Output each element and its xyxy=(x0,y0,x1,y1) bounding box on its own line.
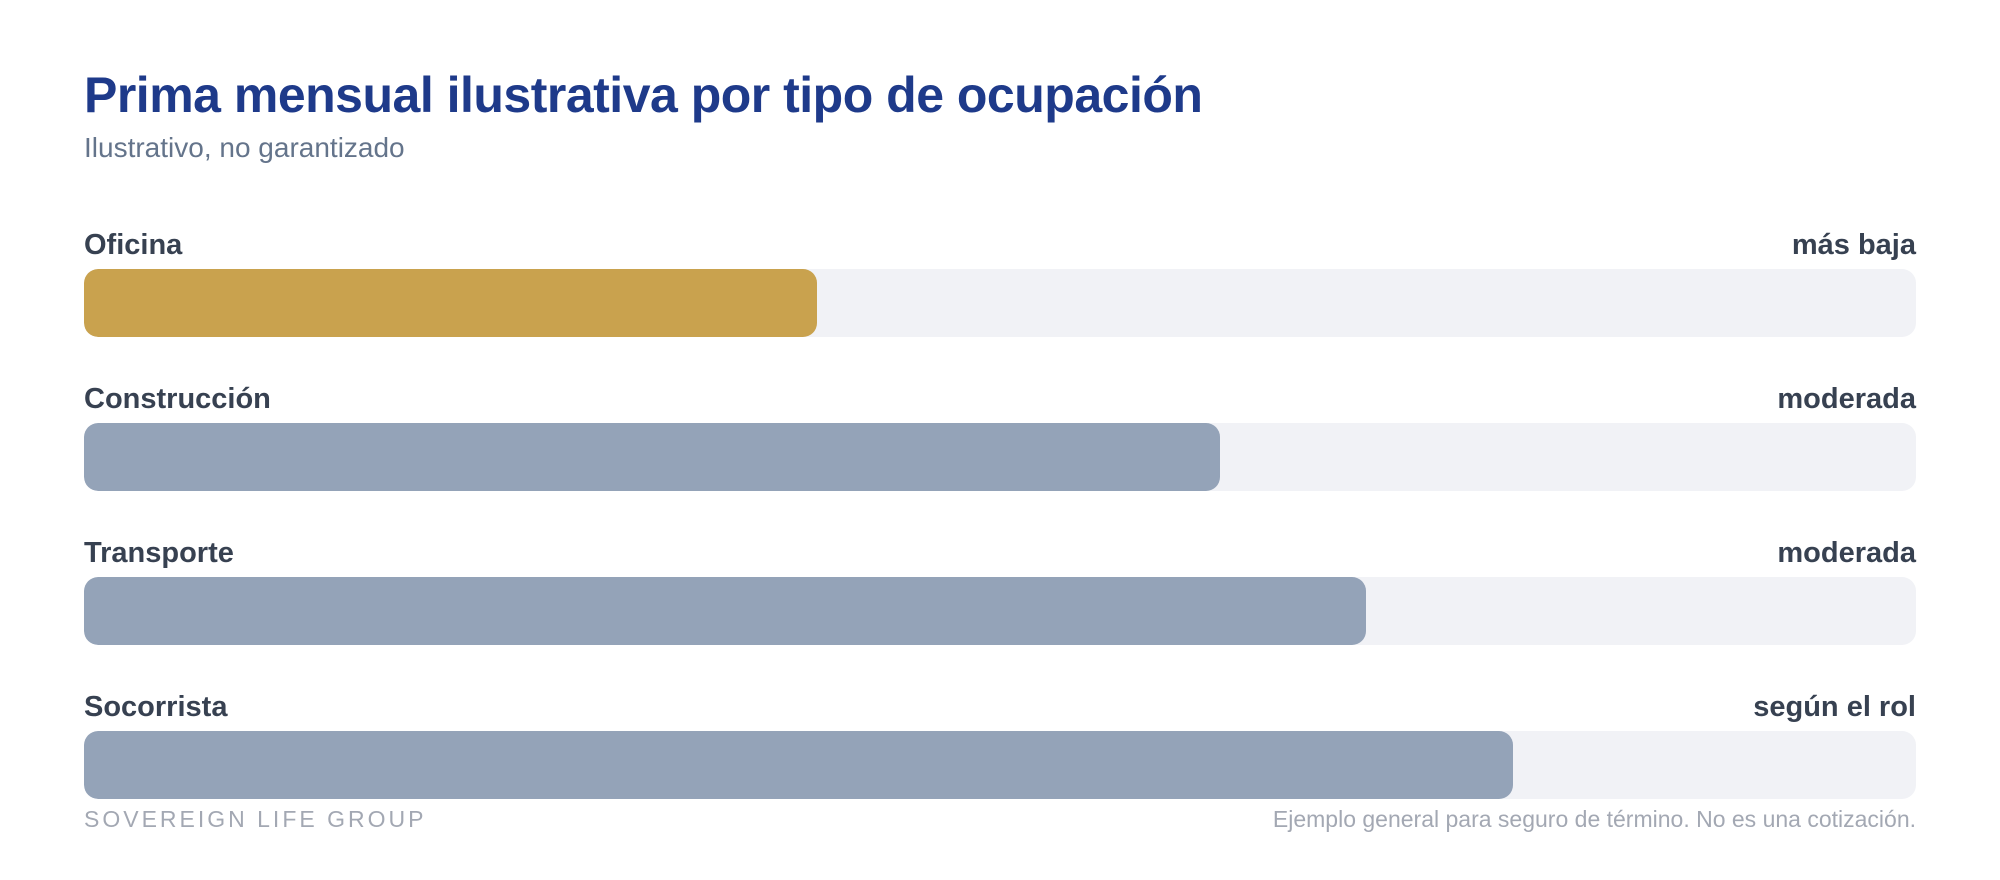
chart-subtitle: Ilustrativo, no garantizado xyxy=(84,132,405,163)
value-label: moderada xyxy=(1777,536,1916,569)
bar-track xyxy=(84,269,1916,337)
value-label: más baja xyxy=(1791,228,1916,261)
chart-container: Prima mensual ilustrativa por tipo de oc… xyxy=(84,62,1916,799)
bar-track xyxy=(84,731,1916,799)
value-label: según el rol xyxy=(1753,690,1916,723)
bar-row-oficina: Oficina más baja xyxy=(84,222,1916,376)
bar-row-construccion: Construcción moderada xyxy=(84,376,1916,530)
bar-construccion xyxy=(84,423,1220,491)
bar-row-socorrista: Socorrista según el rol xyxy=(84,684,1916,838)
bar-oficina xyxy=(84,269,817,337)
brand-name: SOVEREIGN LIFE GROUP xyxy=(84,806,427,832)
bar-track xyxy=(84,423,1916,491)
category-label: Socorrista xyxy=(84,690,228,723)
bar-row-transporte: Transporte moderada xyxy=(84,530,1916,684)
chart-title: Prima mensual ilustrativa por tipo de oc… xyxy=(84,67,1203,123)
category-label: Construcción xyxy=(84,382,271,415)
footer: SOVEREIGN LIFE GROUP Ejemplo general par… xyxy=(84,806,1916,833)
category-label: Oficina xyxy=(84,228,183,261)
value-label: moderada xyxy=(1777,382,1916,415)
bar-track xyxy=(84,577,1916,645)
category-label: Transporte xyxy=(84,536,234,569)
bar-rows: Oficina más baja Construcción moderada T… xyxy=(84,222,1916,838)
disclaimer-text: Ejemplo general para seguro de término. … xyxy=(1272,806,1916,832)
bar-transporte xyxy=(84,577,1367,645)
bar-socorrista xyxy=(84,731,1513,799)
